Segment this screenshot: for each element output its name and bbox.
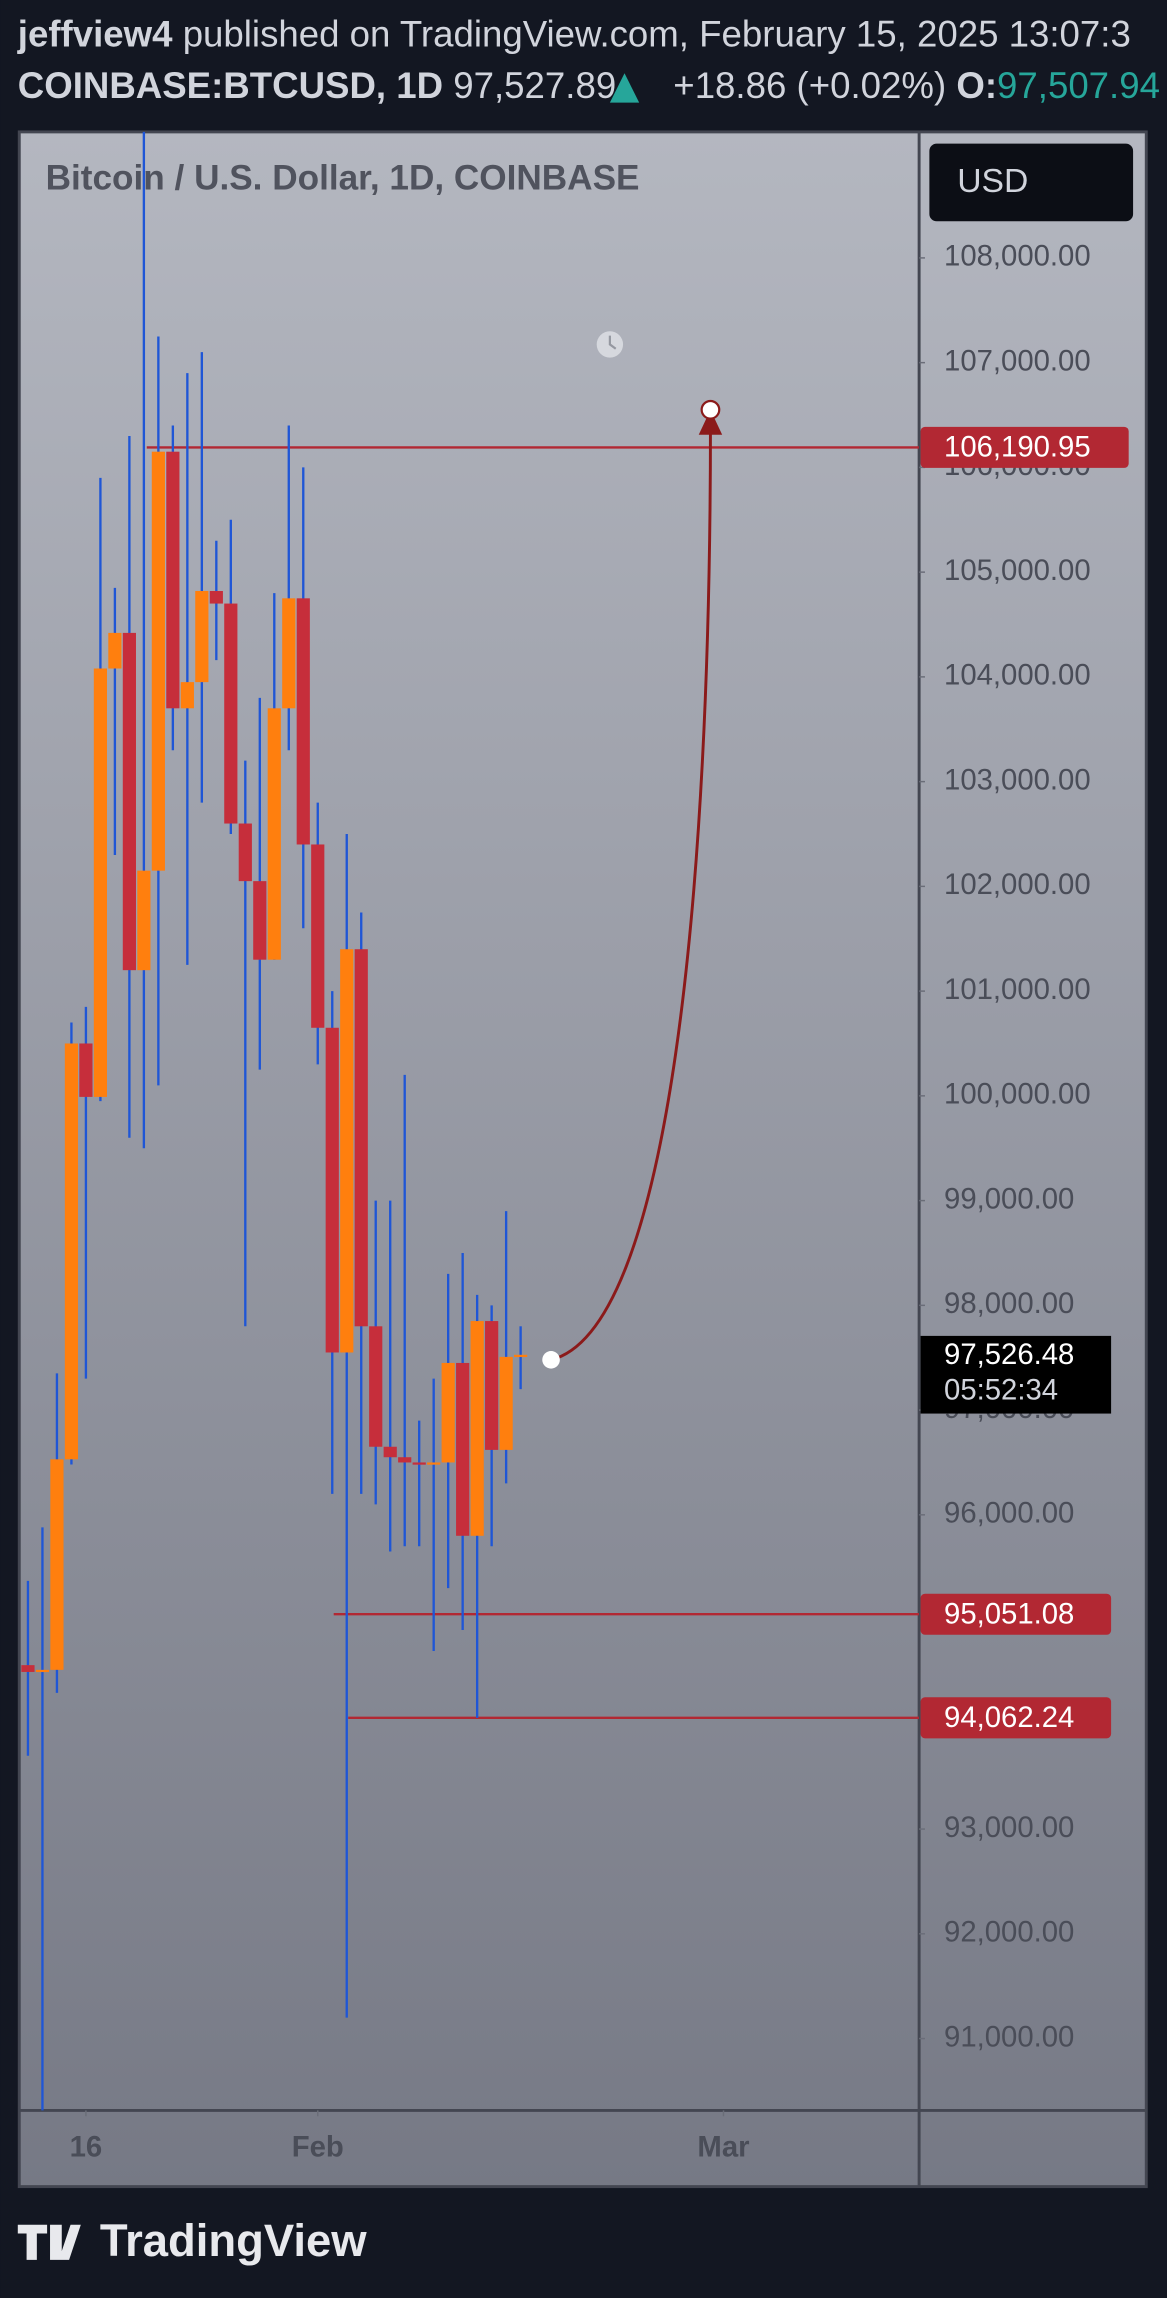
- candle-body: [209, 590, 223, 604]
- candle-body: [514, 1354, 528, 1357]
- candle-body: [354, 949, 368, 1327]
- level-label: 94,062.24: [944, 1701, 1074, 1734]
- logo: [17, 2224, 81, 2260]
- level-badge: [920, 1593, 1112, 1635]
- projection-curve: [550, 427, 712, 1362]
- candle-body: [340, 949, 354, 1353]
- anchor-end: [700, 399, 721, 420]
- candle-body: [64, 1043, 79, 1460]
- countdown: 05:52:34: [944, 1373, 1058, 1406]
- y-tick-label: 107,000.00: [944, 344, 1091, 377]
- plot: [21, 131, 920, 2111]
- y-tick-label: 96,000.00: [944, 1497, 1074, 1530]
- currency[interactable]: USD: [957, 162, 1028, 200]
- arrow-head: [698, 409, 723, 435]
- anchor-start: [542, 1351, 560, 1369]
- candle-body: [296, 598, 310, 845]
- candle-body: [499, 1356, 513, 1450]
- level-badge: [920, 1697, 1112, 1739]
- candle-body: [224, 603, 238, 824]
- open-value: 97,507.94: [997, 65, 1160, 106]
- candle-body: [253, 881, 267, 960]
- y-tick-label: 104,000.00: [944, 659, 1091, 692]
- change: +18.86 (+0.02%): [673, 65, 946, 106]
- level-label: 95,051.08: [944, 1597, 1074, 1630]
- candle-body: [485, 1321, 499, 1450]
- candle-body: [79, 1043, 93, 1097]
- y-tick-label: 99,000.00: [944, 1182, 1074, 1215]
- y-tick-label: 102,000.00: [944, 868, 1091, 901]
- chart-frame: [17, 130, 1148, 2189]
- candle-body: [398, 1457, 412, 1463]
- quote-line: COINBASE:BTCUSD, 1D 97,527.89 +18.86 (+0…: [18, 65, 1160, 106]
- y-tick-label: 92,000.00: [944, 1916, 1074, 1949]
- candle-body: [267, 708, 281, 960]
- y-tick-label: 101,000.00: [944, 973, 1091, 1006]
- y-tick-label: 91,000.00: [944, 2020, 1074, 2053]
- candle-body: [456, 1362, 470, 1536]
- candle-body: [21, 1665, 35, 1672]
- up-triangle: [609, 73, 640, 103]
- candle-body: [151, 451, 165, 871]
- last-price: 97,526.48: [944, 1338, 1074, 1371]
- candle-body: [108, 632, 122, 669]
- axes: 91,000.0092,000.0093,000.0096,000.0097,0…: [70, 240, 1129, 2163]
- symbol: COINBASE:BTCUSD, 1D: [18, 65, 443, 106]
- candle-body: [238, 823, 252, 882]
- y-tick-label: 100,000.00: [944, 1078, 1091, 1111]
- published: published on TradingView.com, February 1…: [183, 13, 1131, 54]
- brand: TradingView: [100, 2215, 367, 2266]
- candle-body: [282, 598, 296, 709]
- last: 97,527.89: [453, 65, 616, 106]
- candle-body: [50, 1459, 64, 1670]
- candle-body: [195, 590, 209, 683]
- candle-body: [325, 1027, 339, 1353]
- open-label: O:: [956, 65, 997, 106]
- candle-body: [441, 1362, 455, 1463]
- candle-body: [93, 668, 108, 1097]
- y-tick-label: 98,000.00: [944, 1287, 1074, 1320]
- y-tick-label: 108,000.00: [944, 240, 1091, 273]
- candle-body: [369, 1326, 383, 1447]
- y-tick-label: 93,000.00: [944, 1811, 1074, 1844]
- y-tick-label: 105,000.00: [944, 554, 1091, 587]
- candle-body: [412, 1462, 426, 1465]
- candle-body: [427, 1462, 441, 1465]
- currency-button[interactable]: [929, 143, 1134, 222]
- candle-body: [180, 682, 194, 709]
- candle-body: [470, 1321, 484, 1536]
- candle-body: [35, 1669, 50, 1673]
- x-tick-label: Feb: [292, 2130, 344, 2163]
- clock-hand: [608, 335, 617, 350]
- x-tick-label: Mar: [697, 2130, 749, 2163]
- x-tick-label: 16: [70, 2130, 103, 2163]
- header-line: jeffview4 published on TradingView.com, …: [17, 13, 1131, 54]
- author: jeffview4: [17, 13, 173, 54]
- candle-body: [122, 632, 136, 971]
- last-price-badge: [920, 1335, 1112, 1414]
- chart-title: Bitcoin / U.S. Dollar, 1D, COINBASE: [46, 159, 640, 198]
- candle-body: [311, 844, 325, 1028]
- level-badge: [920, 426, 1129, 468]
- y-tick-label: 103,000.00: [944, 763, 1091, 796]
- candle-body: [137, 870, 151, 971]
- candle-body: [383, 1446, 397, 1458]
- candle-body: [166, 451, 180, 709]
- level-label: 106,190.95: [944, 431, 1091, 464]
